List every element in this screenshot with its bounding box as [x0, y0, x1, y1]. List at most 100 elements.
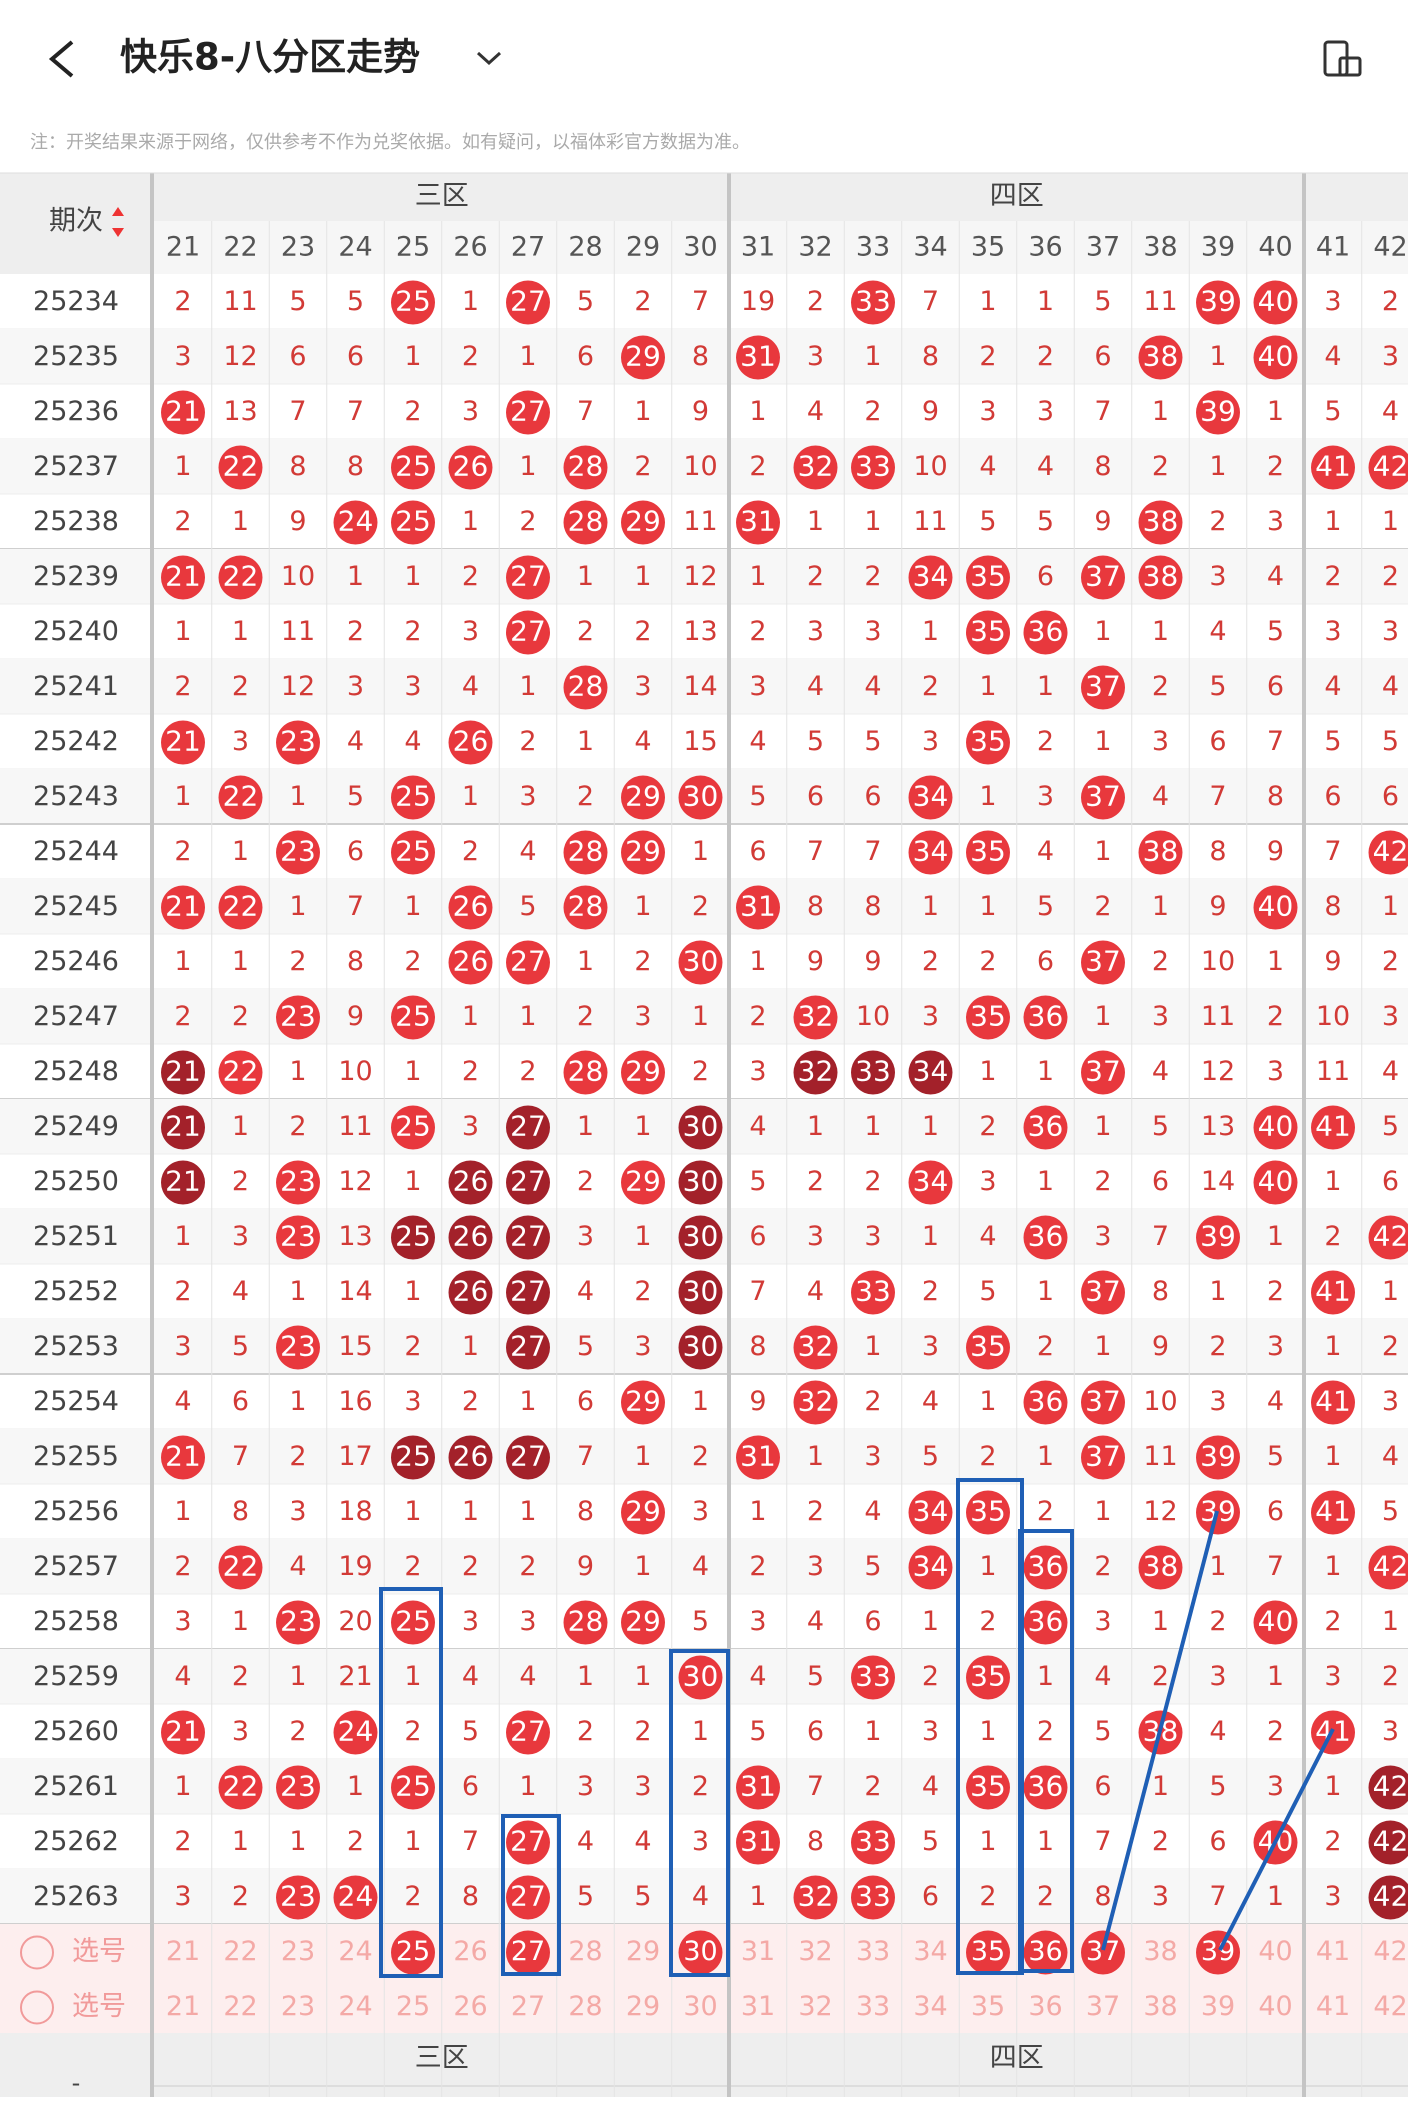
select-number[interactable]: 28: [568, 1991, 602, 2022]
cell: 12: [281, 671, 315, 702]
cell: 2: [289, 1716, 306, 1747]
issue: 25255: [33, 1441, 119, 1472]
select-number[interactable]: 25: [396, 1991, 430, 2022]
rotate-icon[interactable]: [1325, 42, 1360, 75]
cell: 5: [519, 891, 536, 922]
select-number[interactable]: 39: [1201, 1991, 1235, 2022]
select-number[interactable]: 32: [798, 1936, 832, 1967]
issue: 25253: [33, 1331, 119, 1362]
cell: 1: [462, 781, 479, 812]
cell: 39: [1200, 1220, 1236, 1253]
cell: 39: [1200, 1495, 1236, 1528]
cell: 23: [280, 1330, 316, 1363]
select-number[interactable]: 33: [856, 1991, 890, 2022]
issue: 25259: [33, 1661, 119, 1692]
select-number[interactable]: 40: [1258, 1991, 1292, 2022]
cell: 42: [1373, 1550, 1408, 1583]
column-number: 24: [338, 232, 372, 263]
select-number[interactable]: 23: [281, 1936, 315, 1967]
cell: 24: [338, 1715, 374, 1748]
select-number[interactable]: 26: [453, 1991, 487, 2022]
cell: 1: [807, 1111, 824, 1142]
cell: 3: [692, 1826, 709, 1857]
cell: 7: [864, 836, 881, 867]
select-number[interactable]: 30: [683, 1936, 717, 1967]
cell: 3: [749, 671, 766, 702]
cell: 34: [913, 780, 949, 813]
cell: 5: [979, 1276, 996, 1307]
select-number[interactable]: 21: [166, 1991, 200, 2022]
cell: 6: [807, 1716, 824, 1747]
cell: 2: [289, 946, 306, 977]
cell: 9: [692, 396, 709, 427]
select-number[interactable]: 24: [338, 1936, 372, 1967]
cell: 8: [462, 1881, 479, 1912]
select-number[interactable]: 41: [1316, 1936, 1350, 1967]
cell: 2: [577, 616, 594, 647]
select-number[interactable]: 25: [396, 1936, 430, 1967]
cell: 2: [864, 1771, 881, 1802]
select-number[interactable]: 26: [453, 1936, 487, 1967]
cell: 2: [519, 1551, 536, 1582]
select-number[interactable]: 23: [281, 1991, 315, 2022]
cell: 2: [519, 506, 536, 537]
select-number[interactable]: 36: [1028, 1991, 1062, 2022]
cell: 3: [1267, 506, 1284, 537]
cell: 30: [683, 1165, 719, 1198]
cell: 6: [1382, 1166, 1399, 1197]
select-number[interactable]: 38: [1143, 1936, 1177, 1967]
select-number[interactable]: 42: [1373, 1936, 1407, 1967]
select-number[interactable]: 40: [1258, 1936, 1292, 1967]
cell: 13: [1201, 1111, 1235, 1142]
select-number[interactable]: 29: [626, 1991, 660, 2022]
select-number[interactable]: 37: [1086, 1936, 1120, 1967]
cell: 27: [510, 1715, 546, 1748]
cell: 35: [970, 1330, 1006, 1363]
select-number[interactable]: 22: [223, 1991, 257, 2022]
select-number[interactable]: 39: [1201, 1936, 1235, 1967]
select-number[interactable]: 22: [223, 1936, 257, 1967]
select-number[interactable]: 34: [913, 1991, 947, 2022]
select-number[interactable]: 27: [511, 1936, 545, 1967]
cell: 8: [1324, 891, 1341, 922]
select-number[interactable]: 37: [1086, 1991, 1120, 2022]
cell: 23: [280, 835, 316, 868]
cell: 2: [174, 1551, 191, 1582]
select-number[interactable]: 35: [971, 1936, 1005, 1967]
select-number[interactable]: 42: [1373, 1991, 1407, 2022]
dropdown[interactable]: [478, 53, 500, 63]
select-label: 选号: [72, 1936, 126, 1967]
cell: 1: [634, 396, 651, 427]
select-number[interactable]: 24: [338, 1991, 372, 2022]
issue: 25236: [33, 396, 119, 427]
back-button[interactable]: [52, 42, 72, 76]
select-number[interactable]: 31: [741, 1936, 775, 1967]
select-number[interactable]: 30: [683, 1991, 717, 2022]
select-number[interactable]: 35: [971, 1991, 1005, 2022]
select-number[interactable]: 36: [1028, 1936, 1062, 1967]
select-number[interactable]: 28: [568, 1936, 602, 1967]
cell: 1: [232, 616, 249, 647]
cell: 25: [395, 1770, 431, 1803]
select-number[interactable]: 41: [1316, 1991, 1350, 2022]
issue: 25251: [33, 1221, 119, 1252]
cell: 6: [462, 1771, 479, 1802]
select-number[interactable]: 27: [511, 1991, 545, 2022]
select-number[interactable]: 38: [1143, 1991, 1177, 2022]
select-number[interactable]: 21: [166, 1936, 200, 1967]
select-number[interactable]: 32: [798, 1991, 832, 2022]
cell: 6: [1209, 726, 1226, 757]
cell: 1: [289, 1386, 306, 1417]
cell: 4: [807, 1276, 824, 1307]
column-number: 31: [741, 232, 775, 263]
cell: 5: [462, 1716, 479, 1747]
cell: 40: [1258, 890, 1294, 923]
select-number[interactable]: 29: [626, 1936, 660, 1967]
cell: 1: [519, 671, 536, 702]
cell: 6: [1267, 671, 1284, 702]
select-number[interactable]: 34: [913, 1936, 947, 1967]
select-number[interactable]: 33: [856, 1936, 890, 1967]
cell: 35: [970, 725, 1006, 758]
select-number[interactable]: 31: [741, 1991, 775, 2022]
cell: 1: [1209, 451, 1226, 482]
